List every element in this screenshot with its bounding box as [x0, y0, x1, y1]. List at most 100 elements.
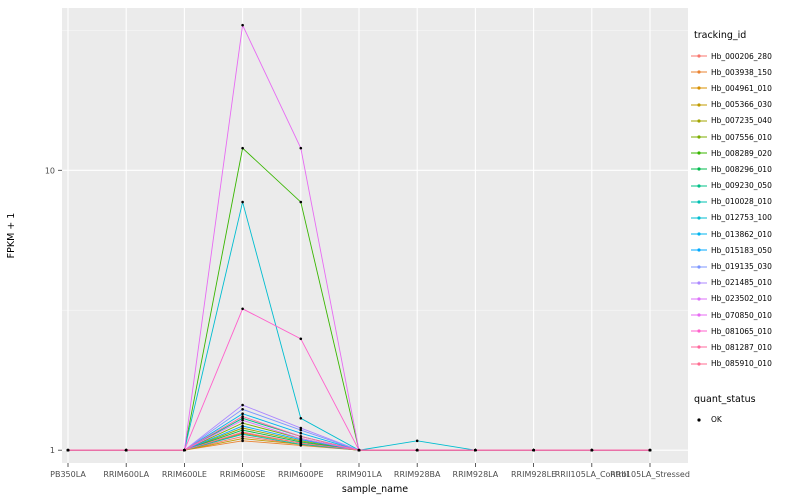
legend-item: Hb_019135_030 — [690, 258, 800, 274]
legend-line-key-icon — [691, 345, 707, 350]
legend-line-key-icon — [691, 183, 707, 188]
legend-key — [690, 227, 708, 241]
legend-item-label: Hb_004961_010 — [711, 83, 772, 93]
legend-key — [690, 276, 708, 290]
plot-svg: 1 10 PB350LA RRIM600LA RRIM600LE RRIM600SE RRI… — [6, 8, 690, 495]
legend-item-label: Hb_008296_010 — [711, 164, 772, 174]
legend-item-label: Hb_007556_010 — [711, 132, 772, 142]
legend-key — [690, 413, 708, 427]
legend-item-label: Hb_021485_010 — [711, 278, 772, 288]
legend-line-key-icon — [691, 297, 707, 301]
legend-line-key-icon — [691, 248, 707, 252]
legend-item: Hb_010028_010 — [690, 194, 800, 210]
shape-legend-title: quant_status — [694, 393, 756, 405]
legend-line-key-icon — [691, 135, 707, 139]
legend-item-label: Hb_010028_010 — [711, 197, 772, 207]
legend-item-label: Hb_008289_020 — [711, 148, 772, 158]
legend-key — [690, 357, 708, 371]
legend-key — [690, 146, 708, 160]
legend-item: Hb_005366_030 — [690, 97, 800, 113]
legend-key — [690, 211, 708, 225]
legend-item: Hb_021485_010 — [690, 275, 800, 291]
legend-item: Hb_081065_010 — [690, 323, 800, 339]
legend-item: Hb_070850_010 — [690, 307, 800, 323]
legend-item-label: Hb_007235_040 — [711, 116, 772, 126]
legend-item-label: Hb_009230_050 — [711, 181, 772, 191]
svg-text:PB350LA: PB350LA — [50, 470, 86, 479]
legend-key — [690, 130, 708, 144]
panel-background — [62, 8, 688, 463]
legend-item: Hb_013862_010 — [690, 226, 800, 242]
legend-item: Hb_008289_020 — [690, 145, 800, 161]
legend-key — [690, 98, 708, 112]
svg-text:RRIM600SE: RRIM600SE — [220, 470, 266, 479]
legend-key — [690, 195, 708, 209]
legend-item: Hb_007556_010 — [690, 129, 800, 145]
svg-text:RRII105LA_Stressed: RRII105LA_Stressed — [610, 470, 690, 479]
legend-line-key-icon — [691, 264, 707, 269]
legend-line-key-icon — [691, 313, 707, 317]
legend-key — [690, 179, 708, 193]
legend-key — [690, 292, 708, 306]
legend-item: Hb_004961_010 — [690, 80, 800, 96]
color-legend-title: tracking_id — [694, 30, 747, 41]
legend-item-label: OK — [711, 415, 722, 425]
legend-key — [690, 49, 708, 63]
legend-item-label: Hb_081065_010 — [711, 326, 772, 336]
legend-item-label: Hb_003938_150 — [711, 67, 772, 77]
legend-item: Hb_081287_010 — [690, 339, 800, 355]
svg-text:1: 1 — [50, 446, 55, 455]
legend-key — [690, 324, 708, 338]
legend-key — [690, 114, 708, 128]
axis-ticks — [58, 169, 651, 467]
legend-line-key-icon — [691, 232, 707, 236]
legend-item: Hb_012753_100 — [690, 210, 800, 226]
legend-item-label: Hb_015183_050 — [711, 245, 772, 255]
legend-item-label: Hb_023502_010 — [711, 294, 772, 304]
legend-line-key-icon — [691, 281, 707, 285]
y-axis-title: FPKM + 1 — [6, 213, 17, 259]
legend-item: Hb_003938_150 — [690, 64, 800, 80]
legend-key — [690, 260, 708, 274]
color-legend-items: Hb_000206_280 Hb_003938_150 Hb_004961_010 H… — [690, 48, 800, 372]
svg-text:RRIM600LE: RRIM600LE — [162, 470, 207, 479]
svg-text:RRII105LA_Control: RRII105LA_Control — [555, 470, 629, 479]
legend-key — [690, 65, 708, 79]
legend-key — [690, 81, 708, 95]
legend-item-label: Hb_005366_030 — [711, 100, 772, 110]
legend-point-key-icon — [697, 418, 701, 422]
legend-item: Hb_015183_050 — [690, 242, 800, 258]
legend-line-key-icon — [691, 200, 707, 204]
legend-item-label: Hb_000206_280 — [711, 51, 772, 61]
legend-line-key-icon — [691, 103, 707, 107]
legend-line-key-icon — [691, 119, 707, 123]
legend-line-key-icon — [691, 216, 707, 220]
legend-line-key-icon — [691, 86, 707, 91]
legend-line-key-icon — [691, 167, 707, 172]
legend-item: OK — [690, 412, 800, 428]
svg-text:RRIM928LE: RRIM928LE — [511, 470, 556, 479]
legend-item-label: Hb_013862_010 — [711, 229, 772, 239]
legend-item-label: Hb_081287_010 — [711, 342, 772, 352]
legend-item-label: Hb_085910_010 — [711, 359, 772, 369]
data-points — [66, 23, 652, 452]
shape-legend: quant_status OK — [690, 394, 800, 428]
gridlines — [62, 8, 688, 463]
legend-item: Hb_000206_280 — [690, 48, 800, 64]
legend-key — [690, 308, 708, 322]
plot-area: 1 10 PB350LA RRIM600LA RRIM600LE RRIM600SE RRI… — [6, 8, 690, 495]
legend-item: Hb_009230_050 — [690, 178, 800, 194]
legend-line-key-icon — [691, 70, 707, 74]
y-tick-labels: 1 10 — [45, 166, 55, 455]
svg-text:RRIM928LA: RRIM928LA — [453, 470, 499, 479]
legend-line-key-icon — [691, 151, 707, 155]
legend-key — [690, 340, 708, 354]
legend-key — [690, 162, 708, 176]
shape-legend-items: OK — [690, 412, 800, 428]
legend-panel: tracking_id Hb_000206_280 Hb_003938_150 Hb… — [690, 0, 800, 500]
legend-item-label: Hb_019135_030 — [711, 262, 772, 272]
svg-text:RRIM928BA: RRIM928BA — [394, 470, 441, 479]
svg-text:RRIM600PE: RRIM600PE — [278, 470, 324, 479]
legend-line-key-icon — [691, 329, 707, 333]
